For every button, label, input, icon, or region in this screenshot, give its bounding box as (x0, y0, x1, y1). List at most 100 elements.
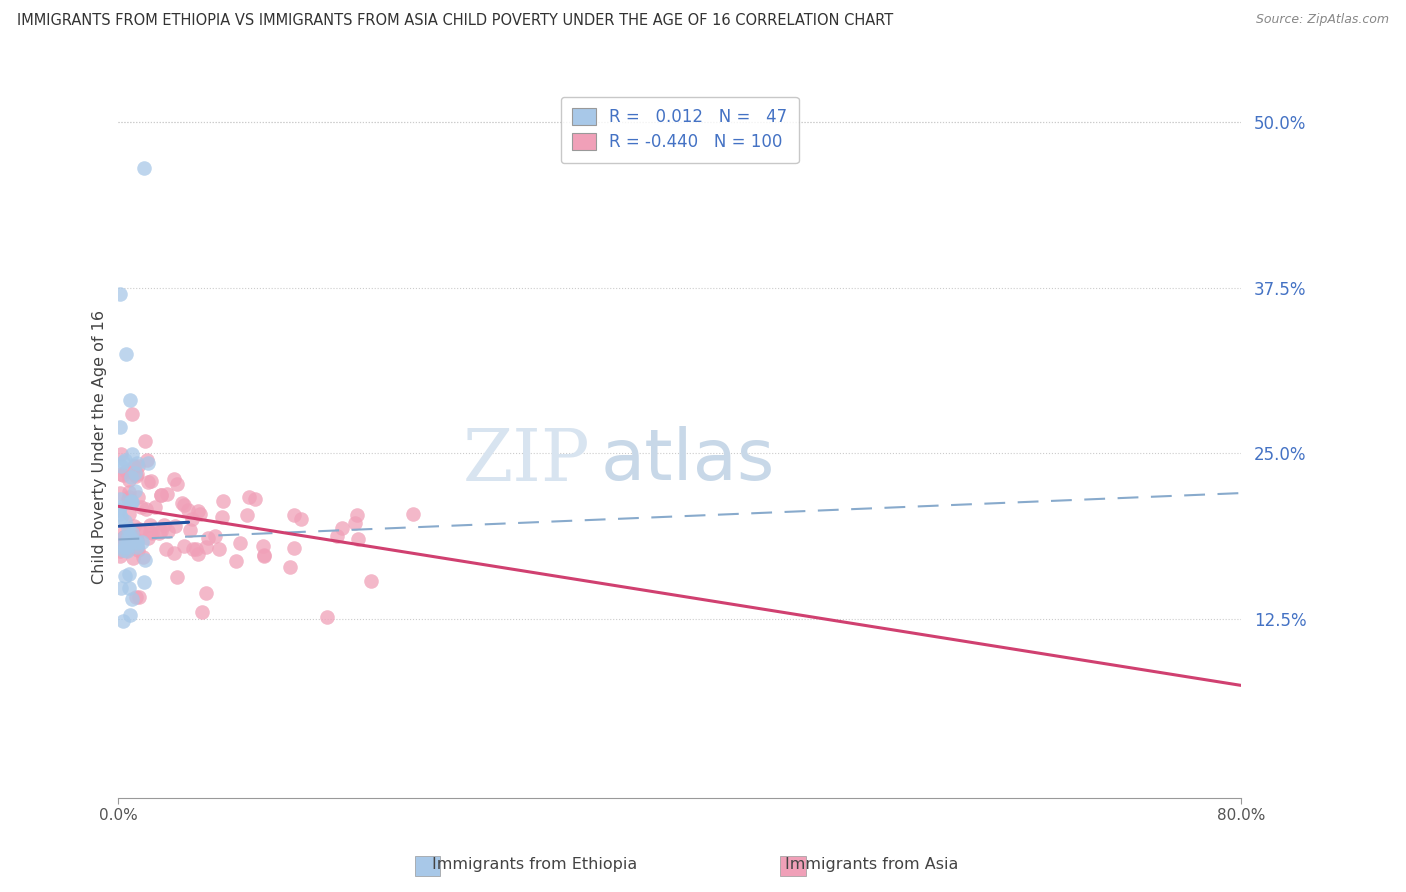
Point (121, 447, 143, 461)
Point (122, 550, 145, 565)
Point (149, 524, 172, 538)
Point (112, 467, 135, 482)
Point (112, 455, 135, 469)
Point (108, 485, 131, 500)
Point (211, 509, 233, 524)
Point (143, 500, 166, 514)
Point (121, 495, 143, 509)
Point (326, 529, 349, 543)
Point (111, 615, 134, 629)
Point (132, 574, 155, 589)
Point (163, 546, 186, 560)
Point (132, 550, 155, 565)
Point (170, 495, 193, 509)
Point (135, 501, 157, 516)
Point (117, 521, 139, 535)
Point (179, 524, 201, 538)
Point (208, 542, 231, 557)
Point (114, 531, 136, 545)
Point (332, 521, 354, 535)
Point (117, 531, 139, 545)
Text: Immigrants from Asia: Immigrants from Asia (785, 857, 959, 872)
Point (108, 507, 131, 521)
Point (290, 512, 312, 526)
Point (191, 605, 214, 619)
Point (165, 519, 187, 533)
Point (187, 547, 209, 561)
Point (138, 517, 160, 532)
Point (125, 540, 148, 554)
Point (120, 470, 142, 484)
Point (118, 529, 141, 543)
Point (188, 507, 211, 521)
Point (114, 347, 136, 361)
Point (122, 518, 145, 533)
Point (114, 539, 136, 553)
Text: Immigrants from Ethiopia: Immigrants from Ethiopia (432, 857, 637, 872)
Point (184, 542, 207, 557)
Point (127, 490, 149, 504)
Point (204, 528, 226, 542)
Point (112, 526, 135, 541)
Point (238, 491, 260, 505)
Point (110, 467, 132, 482)
Point (118, 490, 141, 504)
Point (166, 477, 188, 491)
Point (141, 474, 163, 488)
Point (110, 419, 132, 434)
Point (115, 464, 138, 478)
Point (127, 534, 149, 549)
Point (110, 581, 132, 595)
Point (124, 484, 146, 499)
Point (127, 535, 149, 549)
Point (243, 492, 266, 507)
Point (114, 514, 136, 528)
Point (128, 590, 150, 604)
Point (344, 516, 367, 530)
Point (115, 542, 138, 557)
Point (111, 531, 134, 545)
Point (128, 522, 150, 536)
Point (225, 554, 247, 568)
Point (129, 523, 152, 537)
Point (118, 608, 141, 623)
Point (136, 456, 159, 470)
Point (141, 526, 163, 541)
Point (181, 512, 204, 526)
Point (114, 531, 136, 545)
Point (194, 585, 217, 599)
Text: ZIP: ZIP (463, 425, 591, 496)
Point (156, 487, 179, 501)
Point (347, 532, 370, 546)
Point (135, 453, 157, 467)
Point (111, 543, 134, 558)
Point (108, 549, 131, 564)
Point (138, 475, 160, 490)
Point (173, 498, 195, 512)
Point (125, 590, 148, 604)
Point (136, 532, 159, 546)
Point (253, 549, 276, 563)
Text: atlas: atlas (600, 426, 776, 495)
Point (153, 518, 176, 533)
Point (118, 393, 141, 408)
Point (402, 507, 425, 521)
Point (134, 553, 156, 567)
Point (115, 540, 138, 554)
Point (278, 560, 301, 574)
Point (127, 467, 149, 481)
Point (114, 539, 136, 553)
Point (346, 508, 368, 522)
Point (150, 488, 173, 502)
Point (166, 570, 188, 584)
Point (117, 567, 139, 582)
Point (157, 524, 180, 538)
Legend: R =   0.012   N =   47, R = -0.440   N = 100: R = 0.012 N = 47, R = -0.440 N = 100 (561, 96, 799, 163)
Point (252, 539, 274, 553)
Point (183, 542, 205, 557)
Point (118, 507, 141, 521)
Point (115, 543, 138, 558)
Point (134, 434, 156, 448)
Point (114, 453, 136, 467)
Point (108, 491, 131, 506)
